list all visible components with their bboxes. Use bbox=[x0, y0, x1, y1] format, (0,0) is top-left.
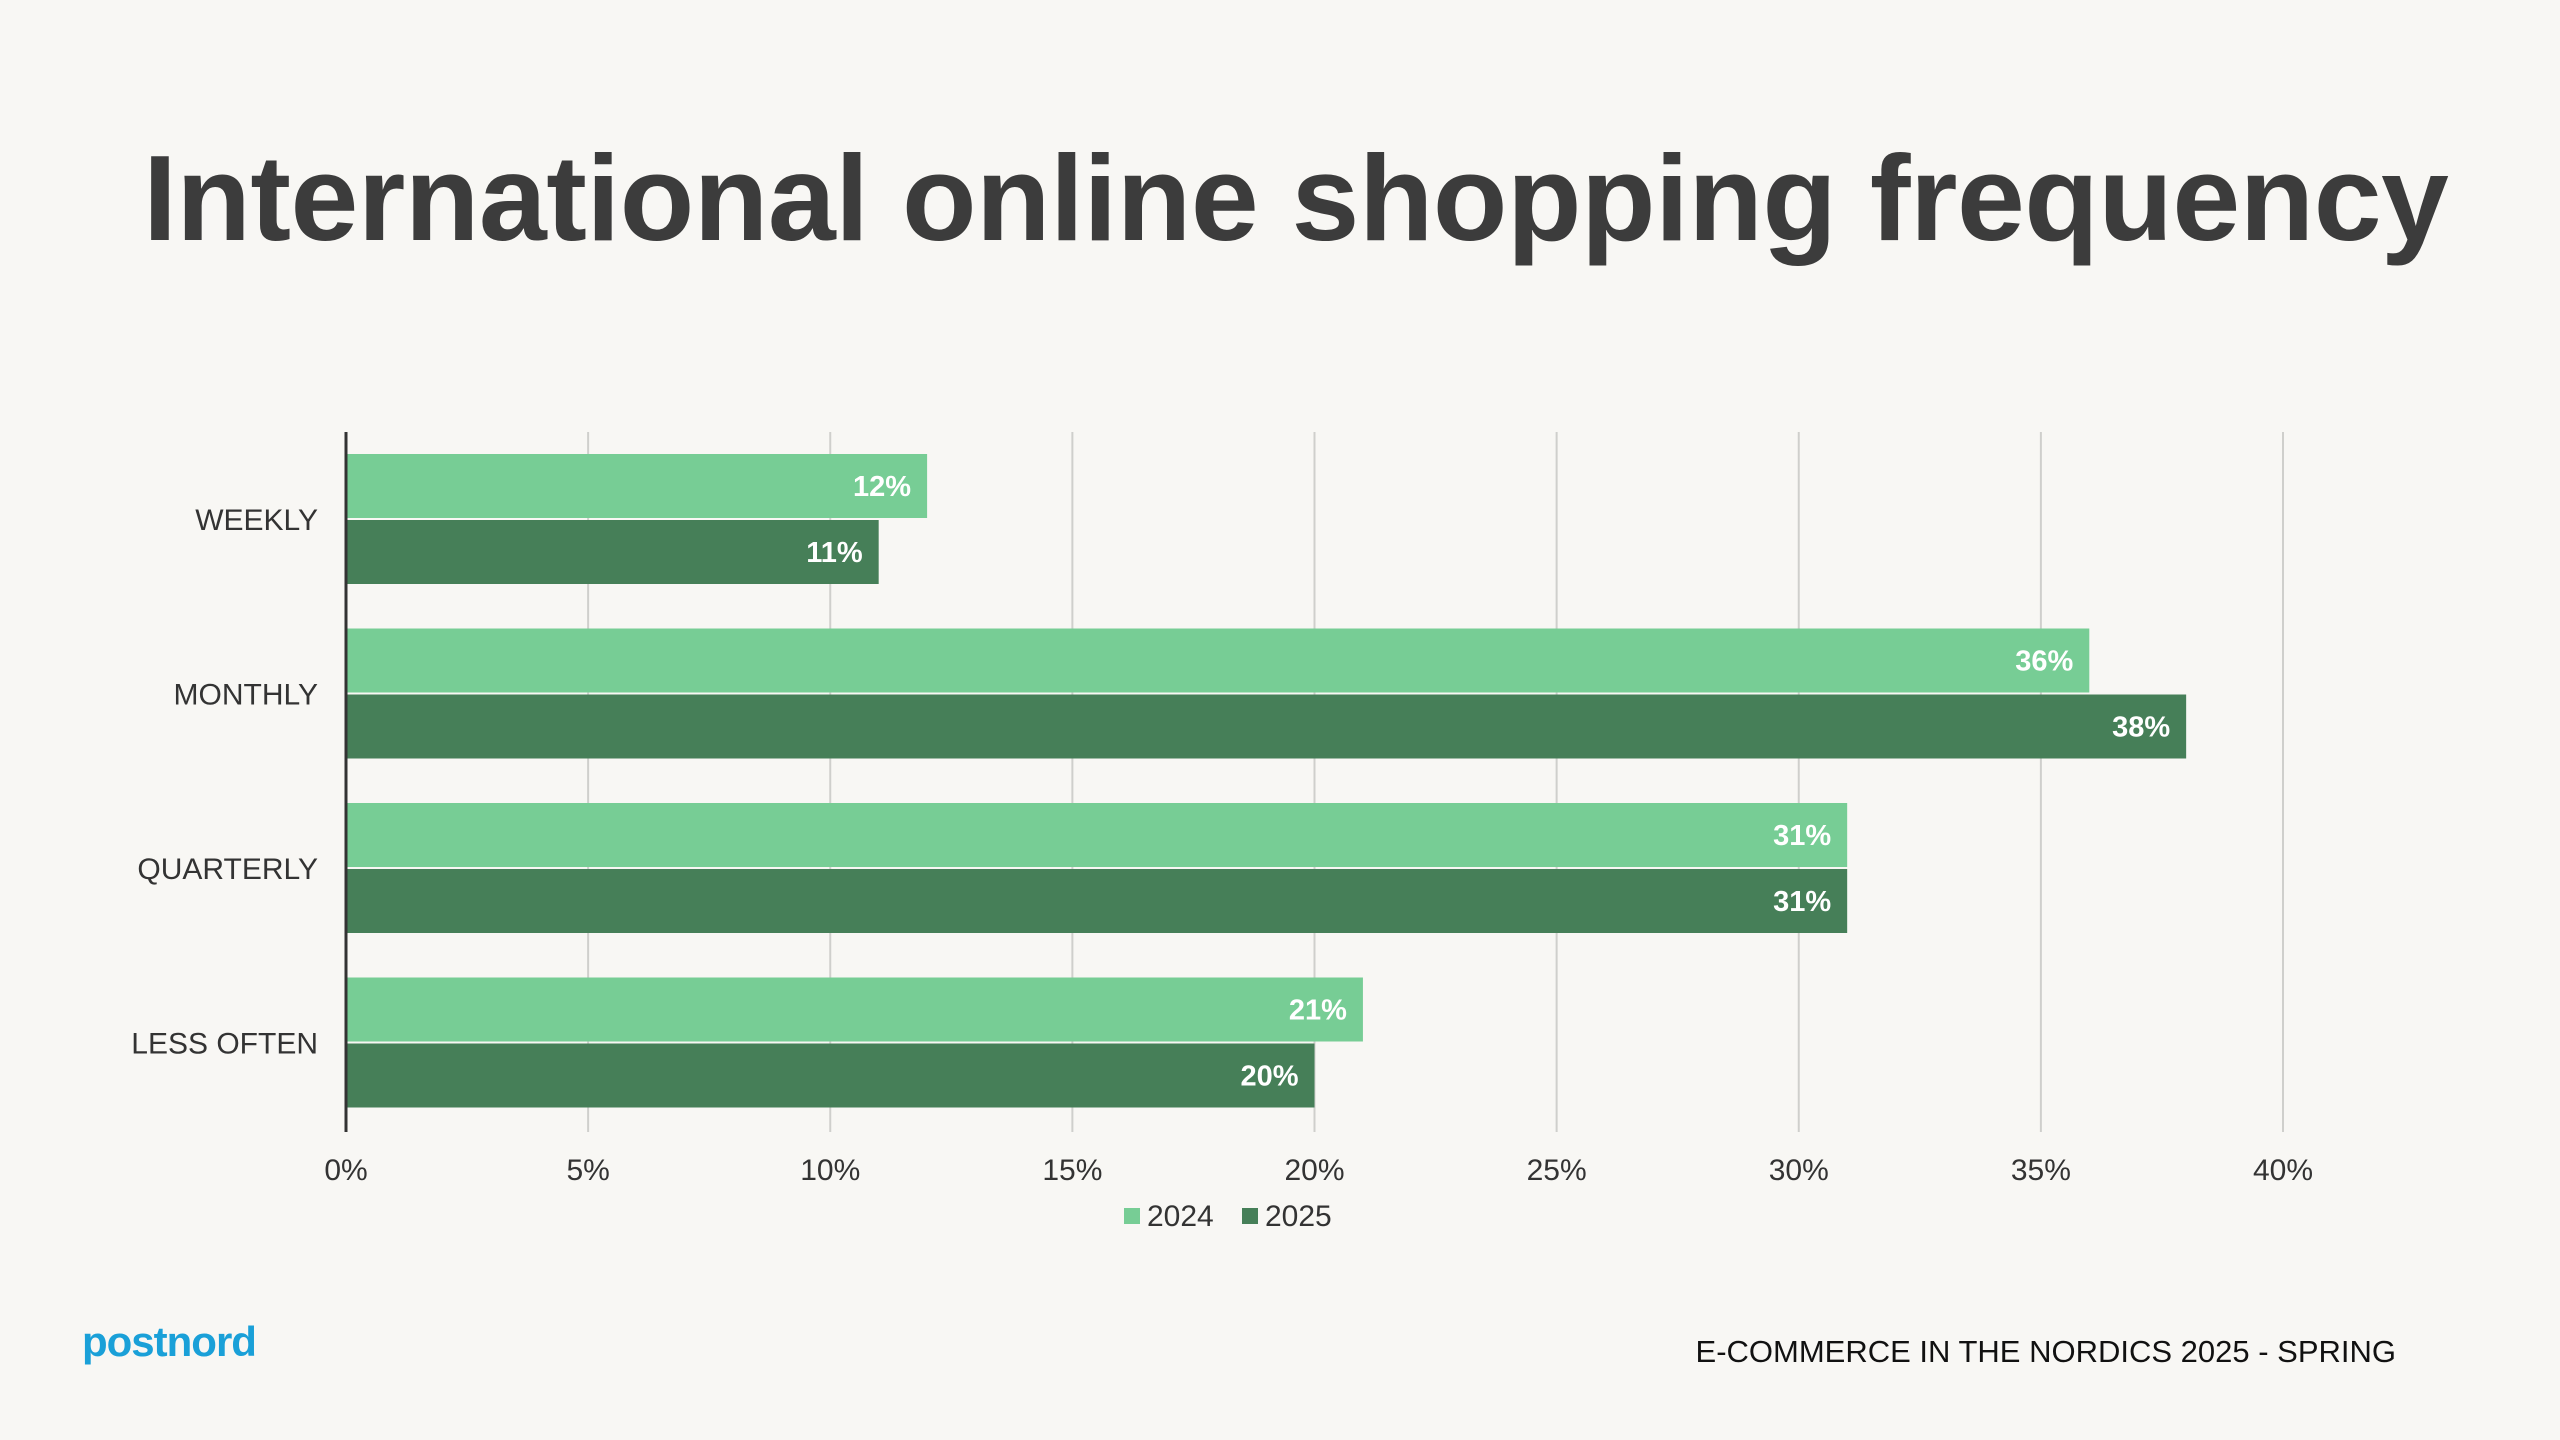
x-tick-label: 5% bbox=[566, 1154, 609, 1187]
category-label: WEEKLY bbox=[195, 504, 318, 537]
bar-2024 bbox=[346, 803, 1848, 867]
bar-2025 bbox=[346, 694, 2187, 759]
legend-label: 2024 bbox=[1147, 1200, 1214, 1233]
legend-swatch bbox=[1242, 1208, 1258, 1224]
bar-2025 bbox=[346, 520, 879, 584]
x-tick-label: 35% bbox=[2011, 1154, 2071, 1187]
x-tick-labels: 0% 5% 10% 15% 20% 25% 30% 35% 40% bbox=[324, 1154, 2313, 1187]
chart-legend: 2024 2025 bbox=[1124, 1200, 1332, 1233]
x-tick-label: 25% bbox=[1527, 1154, 1587, 1187]
category-label: LESS OFTEN bbox=[131, 1028, 318, 1061]
data-label: 31% bbox=[1773, 886, 1831, 918]
data-label: 38% bbox=[2112, 712, 2170, 744]
data-label: 11% bbox=[806, 537, 863, 569]
legend-label: 2025 bbox=[1265, 1200, 1332, 1233]
postnord-logo: postnord bbox=[82, 1318, 257, 1365]
category-label: QUARTERLY bbox=[137, 853, 318, 886]
page-title: International online shopping frequency bbox=[143, 130, 2449, 266]
data-label: 21% bbox=[1289, 995, 1347, 1027]
bar-2024 bbox=[346, 977, 1363, 1042]
bar-2025 bbox=[346, 869, 1848, 933]
x-tick-label: 30% bbox=[1769, 1154, 1829, 1187]
x-tick-label: 0% bbox=[324, 1154, 367, 1187]
data-label: 36% bbox=[2015, 646, 2073, 678]
data-label: 31% bbox=[1773, 820, 1831, 852]
chart-bars: 12% 11% 36% 38% 31% 31% 21% 20% bbox=[346, 454, 2187, 1108]
bar-2025 bbox=[346, 1043, 1315, 1108]
x-tick-label: 20% bbox=[1284, 1154, 1344, 1187]
footer-text: E-COMMERCE IN THE NORDICS 2025 - SPRING bbox=[1695, 1334, 2396, 1369]
x-tick-label: 10% bbox=[800, 1154, 860, 1187]
x-tick-label: 15% bbox=[1042, 1154, 1102, 1187]
x-tick-label: 40% bbox=[2253, 1154, 2313, 1187]
bar-2024 bbox=[346, 628, 2090, 693]
data-label: 12% bbox=[853, 471, 911, 503]
legend-swatch bbox=[1124, 1208, 1140, 1224]
category-label: MONTHLY bbox=[174, 679, 318, 712]
bar-2024 bbox=[346, 454, 928, 518]
data-label: 20% bbox=[1240, 1061, 1298, 1093]
category-labels: WEEKLY MONTHLY QUARTERLY LESS OFTEN bbox=[131, 504, 318, 1061]
